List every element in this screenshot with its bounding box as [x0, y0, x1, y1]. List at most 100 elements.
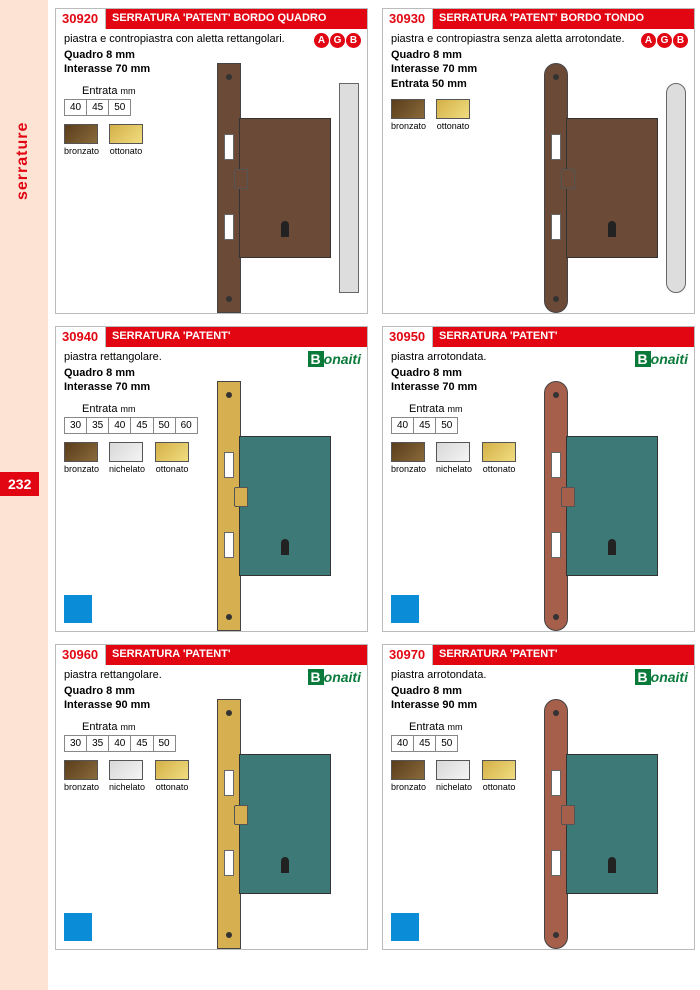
swatch-label: ottonato [482, 782, 516, 792]
product-card: 30940SERRATURA 'PATENT'Bonaitipiastra re… [55, 326, 368, 632]
product-spec: Quadro 8 mm [391, 684, 686, 698]
swatch-color [155, 760, 189, 780]
product-title: SERRATURA 'PATENT' [106, 327, 367, 347]
entrata-table: 303540455060 [64, 417, 198, 434]
swatch-label: ottonato [109, 146, 143, 156]
entrata-cell: 45 [131, 735, 153, 751]
swatch-color [391, 99, 425, 119]
finish-swatch: nichelato [436, 760, 472, 792]
product-card: 30950SERRATURA 'PATENT'Bonaitipiastra ar… [382, 326, 695, 632]
product-title: SERRATURA 'PATENT' [106, 645, 367, 665]
product-card: 30970SERRATURA 'PATENT'Bonaitipiastra ar… [382, 644, 695, 950]
product-code: 30920 [56, 9, 106, 29]
swatch-label: nichelato [109, 464, 145, 474]
entrata-cell: 45 [414, 735, 436, 751]
swatch-label: bronzato [391, 121, 426, 131]
swatch-label: ottonato [155, 464, 189, 474]
swatch-color [482, 442, 516, 462]
finish-swatch: nichelato [109, 760, 145, 792]
product-code: 30970 [383, 645, 433, 665]
finish-swatch: ottonato [155, 760, 189, 792]
entrata-cell: 50 [153, 735, 175, 751]
swatch-color [436, 760, 470, 780]
corner-badge-icon [64, 595, 92, 623]
product-spec: Quadro 8 mm [64, 684, 359, 698]
entrata-cell: 40 [109, 417, 131, 433]
swatch-color [155, 442, 189, 462]
page-number: 232 [0, 472, 39, 496]
entrata-cell: 35 [87, 735, 109, 751]
category-label: serrature [14, 122, 32, 200]
product-title: SERRATURA 'PATENT' BORDO TONDO [433, 9, 694, 29]
finish-swatch: ottonato [482, 760, 516, 792]
swatch-label: ottonato [436, 121, 470, 131]
swatch-label: bronzato [64, 464, 99, 474]
swatch-label: nichelato [436, 464, 472, 474]
entrata-cell: 40 [65, 99, 87, 115]
product-spec: Quadro 8 mm [391, 48, 686, 62]
product-image [209, 699, 359, 949]
product-image [536, 381, 686, 631]
entrata-cell: 40 [392, 417, 414, 433]
swatch-color [436, 442, 470, 462]
swatch-label: nichelato [109, 782, 145, 792]
product-grid: 30920SERRATURA 'PATENT' BORDO QUADROAGBp… [55, 8, 695, 950]
product-image [209, 381, 359, 631]
product-image [536, 63, 686, 313]
brand-logo: Bonaiti [635, 351, 688, 367]
product-card: 30960SERRATURA 'PATENT'Bonaitipiastra re… [55, 644, 368, 950]
product-card: 30920SERRATURA 'PATENT' BORDO QUADROAGBp… [55, 8, 368, 314]
swatch-color [64, 760, 98, 780]
entrata-table: 3035404550 [64, 735, 176, 752]
swatch-color [391, 760, 425, 780]
finish-swatch: ottonato [482, 442, 516, 474]
entrata-cell: 30 [65, 735, 87, 751]
product-spec: Quadro 8 mm [64, 366, 359, 380]
product-title: SERRATURA 'PATENT' [433, 645, 694, 665]
sidebar: serrature 232 [0, 0, 48, 990]
corner-badge-icon [391, 595, 419, 623]
swatch-color [109, 442, 143, 462]
swatch-label: bronzato [391, 464, 426, 474]
entrata-cell: 45 [414, 417, 436, 433]
swatch-color [64, 442, 98, 462]
finish-swatch: ottonato [109, 124, 143, 156]
entrata-table: 404550 [391, 417, 458, 434]
swatch-label: ottonato [155, 782, 189, 792]
finish-swatch: nichelato [436, 442, 472, 474]
product-spec: Quadro 8 mm [64, 48, 359, 62]
swatch-color [109, 124, 143, 144]
entrata-cell: 45 [131, 417, 153, 433]
finish-swatch: bronzato [391, 442, 426, 474]
corner-badge-icon [64, 913, 92, 941]
swatch-label: bronzato [64, 782, 99, 792]
entrata-table: 404550 [391, 735, 458, 752]
entrata-cell: 40 [109, 735, 131, 751]
product-title: SERRATURA 'PATENT' [433, 327, 694, 347]
brand-logo: AGB [314, 33, 361, 48]
swatch-label: ottonato [482, 464, 516, 474]
product-image [536, 699, 686, 949]
brand-logo: Bonaiti [308, 669, 361, 685]
entrata-cell: 50 [436, 417, 458, 433]
entrata-cell: 50 [109, 99, 131, 115]
finish-swatch: bronzato [391, 760, 426, 792]
finish-swatch: bronzato [391, 99, 426, 131]
swatch-label: bronzato [391, 782, 426, 792]
swatch-label: bronzato [64, 146, 99, 156]
product-code: 30940 [56, 327, 106, 347]
product-code: 30930 [383, 9, 433, 29]
entrata-cell: 60 [175, 417, 197, 433]
brand-logo: AGB [641, 33, 688, 48]
entrata-cell: 30 [65, 417, 87, 433]
entrata-cell: 50 [153, 417, 175, 433]
product-code: 30960 [56, 645, 106, 665]
finish-swatch: bronzato [64, 124, 99, 156]
entrata-cell: 35 [87, 417, 109, 433]
swatch-label: nichelato [436, 782, 472, 792]
product-card: 30930SERRATURA 'PATENT' BORDO TONDOAGBpi… [382, 8, 695, 314]
product-image [209, 63, 359, 313]
swatch-color [482, 760, 516, 780]
finish-swatch: nichelato [109, 442, 145, 474]
swatch-color [109, 760, 143, 780]
